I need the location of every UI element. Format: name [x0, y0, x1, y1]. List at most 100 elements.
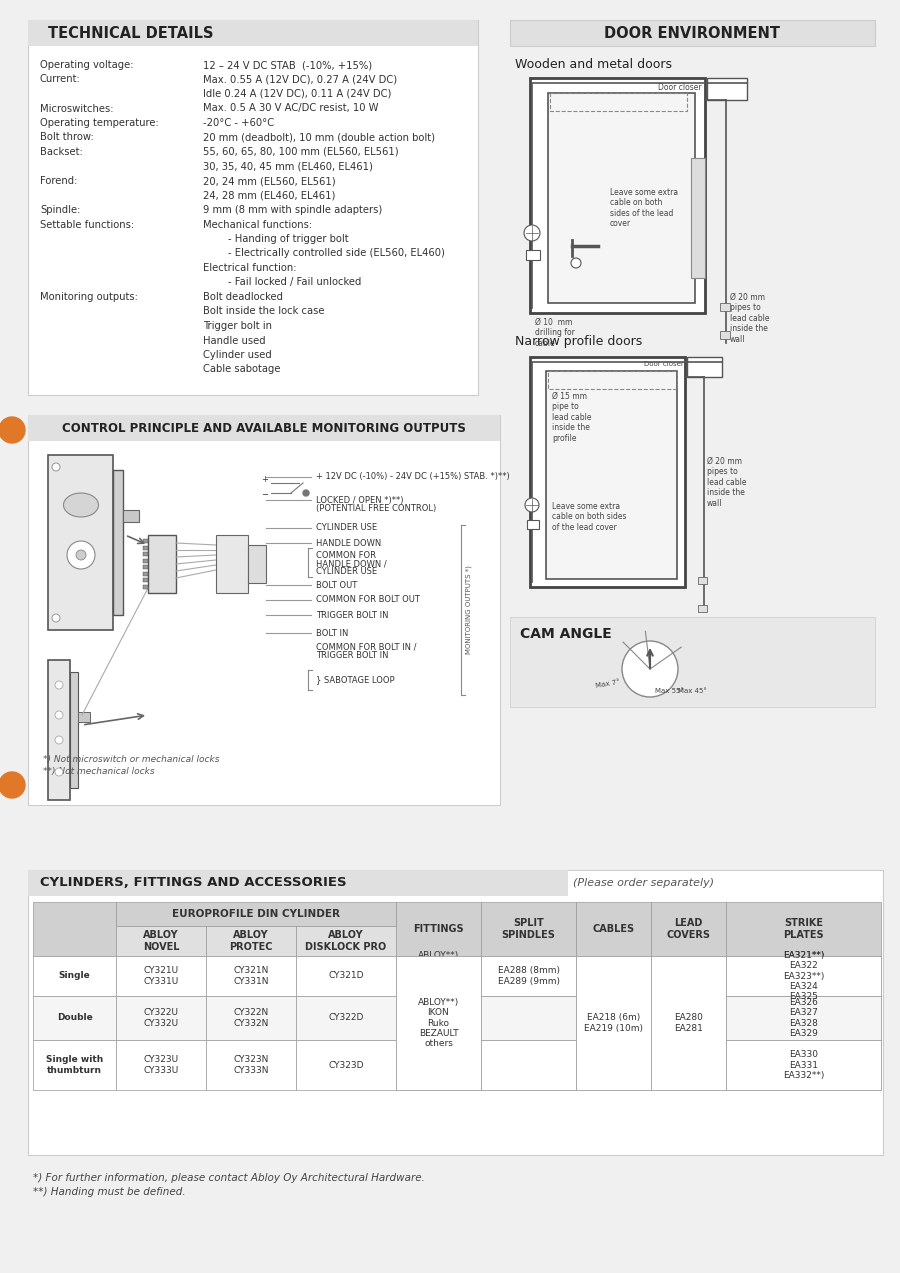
- Text: Current:: Current:: [40, 75, 81, 84]
- Circle shape: [0, 418, 25, 443]
- Text: LOCKED / OPEN *)**): LOCKED / OPEN *)**): [316, 495, 403, 504]
- Bar: [698, 577, 707, 584]
- Circle shape: [0, 771, 25, 798]
- Text: CY323N
CY333N: CY323N CY333N: [233, 1055, 269, 1074]
- Text: EA288 (8mm)
EA289 (9mm): EA288 (8mm) EA289 (9mm): [498, 966, 560, 985]
- Bar: [546, 370, 677, 579]
- Bar: [481, 1040, 576, 1090]
- Text: CY321U
CY331U: CY321U CY331U: [143, 966, 178, 985]
- Bar: [530, 356, 685, 587]
- Text: CY322D: CY322D: [328, 1013, 364, 1022]
- Text: EA288 (8mm)
EA289 (9mm): EA288 (8mm) EA289 (9mm): [498, 966, 560, 985]
- Text: Max. 0.55 A (12V DC), 0.27 A (24V DC): Max. 0.55 A (12V DC), 0.27 A (24V DC): [203, 75, 397, 84]
- Text: - Handing of trigger bolt: - Handing of trigger bolt: [203, 234, 348, 244]
- Text: CY321D: CY321D: [328, 971, 364, 980]
- Bar: [726, 956, 881, 995]
- Bar: [510, 617, 875, 707]
- Text: Max 7°: Max 7°: [595, 679, 620, 689]
- Bar: [143, 559, 148, 563]
- Bar: [548, 93, 695, 303]
- Text: 20, 24 mm (EL560, EL561): 20, 24 mm (EL560, EL561): [203, 176, 336, 186]
- Text: ABLOY
NOVEL: ABLOY NOVEL: [143, 931, 179, 952]
- Bar: [481, 995, 576, 1040]
- Bar: [396, 995, 481, 1040]
- Text: Spindle:: Spindle:: [40, 205, 80, 215]
- Text: EUROPROFILE DIN CYLINDER: EUROPROFILE DIN CYLINDER: [172, 909, 340, 919]
- Text: SPLIT
SPINDLES: SPLIT SPINDLES: [501, 918, 555, 939]
- Text: STRIKE
PLATES: STRIKE PLATES: [783, 918, 824, 939]
- Bar: [527, 519, 539, 530]
- Bar: [28, 869, 883, 1155]
- Bar: [726, 995, 881, 1040]
- Bar: [396, 956, 481, 995]
- Bar: [48, 454, 113, 630]
- Bar: [143, 552, 148, 556]
- Bar: [143, 565, 148, 569]
- Bar: [481, 1040, 576, 1090]
- Text: 55, 60, 65, 80, 100 mm (EL560, EL561): 55, 60, 65, 80, 100 mm (EL560, EL561): [203, 146, 399, 157]
- Bar: [726, 995, 881, 1040]
- Text: Wooden and metal doors: Wooden and metal doors: [515, 59, 672, 71]
- Bar: [33, 995, 116, 1040]
- Bar: [28, 20, 478, 395]
- Text: Forend:: Forend:: [40, 176, 77, 186]
- Text: CYLINDERS, FITTINGS AND ACCESSORIES: CYLINDERS, FITTINGS AND ACCESSORIES: [40, 877, 346, 890]
- Bar: [296, 995, 396, 1040]
- Bar: [33, 956, 116, 995]
- Bar: [396, 903, 481, 956]
- Circle shape: [76, 550, 86, 560]
- Text: Cable sabotage: Cable sabotage: [203, 364, 281, 374]
- Text: -20°C - +60°C: -20°C - +60°C: [203, 118, 274, 129]
- Bar: [576, 956, 651, 995]
- Bar: [726, 903, 881, 956]
- Text: FITTINGS: FITTINGS: [413, 924, 464, 934]
- Bar: [726, 956, 881, 995]
- Bar: [296, 956, 396, 995]
- Bar: [28, 415, 500, 440]
- Text: EA321**)
EA322
EA323**)
EA324
EA325: EA321**) EA322 EA323**) EA324 EA325: [783, 951, 824, 1002]
- Text: 24, 28 mm (EL460, EL461): 24, 28 mm (EL460, EL461): [203, 191, 336, 201]
- Bar: [296, 1040, 396, 1090]
- Bar: [698, 605, 707, 612]
- Text: **) Not mechanical locks: **) Not mechanical locks: [43, 768, 155, 777]
- Text: Leave some extra
cable on both
sides of the lead
cover: Leave some extra cable on both sides of …: [610, 188, 678, 228]
- Text: TECHNICAL DETAILS: TECHNICAL DETAILS: [48, 25, 213, 41]
- Bar: [206, 1040, 296, 1090]
- Text: CY322N
CY332N: CY322N CY332N: [233, 1008, 269, 1027]
- Bar: [726, 1040, 881, 1090]
- Text: EA326
EA327
EA328
EA329: EA326 EA327 EA328 EA329: [789, 998, 818, 1037]
- Circle shape: [525, 498, 539, 512]
- Bar: [651, 956, 726, 995]
- Text: CAM ANGLE: CAM ANGLE: [520, 628, 612, 642]
- Text: ABLOY
PROTEC: ABLOY PROTEC: [230, 931, 273, 952]
- Text: HANDLE DOWN /: HANDLE DOWN /: [316, 560, 387, 569]
- Text: EA280
EA281: EA280 EA281: [674, 1013, 703, 1032]
- Text: Ø 10  mm
drilling for
cable: Ø 10 mm drilling for cable: [535, 318, 575, 348]
- Text: Settable functions:: Settable functions:: [40, 219, 134, 229]
- Bar: [396, 956, 481, 1090]
- Bar: [143, 578, 148, 582]
- Text: (Please order separately): (Please order separately): [573, 878, 714, 889]
- Text: COMMON FOR BOLT OUT: COMMON FOR BOLT OUT: [316, 596, 420, 605]
- Text: COMMON FOR BOLT IN /: COMMON FOR BOLT IN /: [316, 643, 417, 652]
- Text: EA280
EA281: EA280 EA281: [674, 966, 703, 985]
- Text: Ø 20 mm
pipes to
lead cable
inside the
wall: Ø 20 mm pipes to lead cable inside the w…: [730, 293, 770, 344]
- Circle shape: [52, 614, 60, 622]
- Bar: [70, 672, 78, 788]
- Text: ABLOY**)
IKON
Ruko
BEZAULT
others: ABLOY**) IKON Ruko BEZAULT others: [418, 951, 459, 1002]
- Bar: [651, 1040, 726, 1090]
- Circle shape: [67, 541, 95, 569]
- Bar: [691, 158, 705, 278]
- Bar: [28, 20, 478, 46]
- Text: HANDLE DOWN: HANDLE DOWN: [316, 538, 382, 547]
- Bar: [143, 546, 148, 550]
- Text: EA330
EA331
EA332**): EA330 EA331 EA332**): [783, 1050, 824, 1080]
- Bar: [248, 545, 266, 583]
- Bar: [651, 903, 726, 956]
- Bar: [576, 956, 651, 1090]
- Text: Single with
thumbturn: Single with thumbturn: [46, 1055, 104, 1074]
- Bar: [720, 331, 730, 339]
- Text: Trigger bolt in: Trigger bolt in: [203, 321, 272, 331]
- Text: - Electrically controlled side (EL560, EL460): - Electrically controlled side (EL560, E…: [203, 248, 445, 258]
- Text: 30, 35, 40, 45 mm (EL460, EL461): 30, 35, 40, 45 mm (EL460, EL461): [203, 162, 373, 172]
